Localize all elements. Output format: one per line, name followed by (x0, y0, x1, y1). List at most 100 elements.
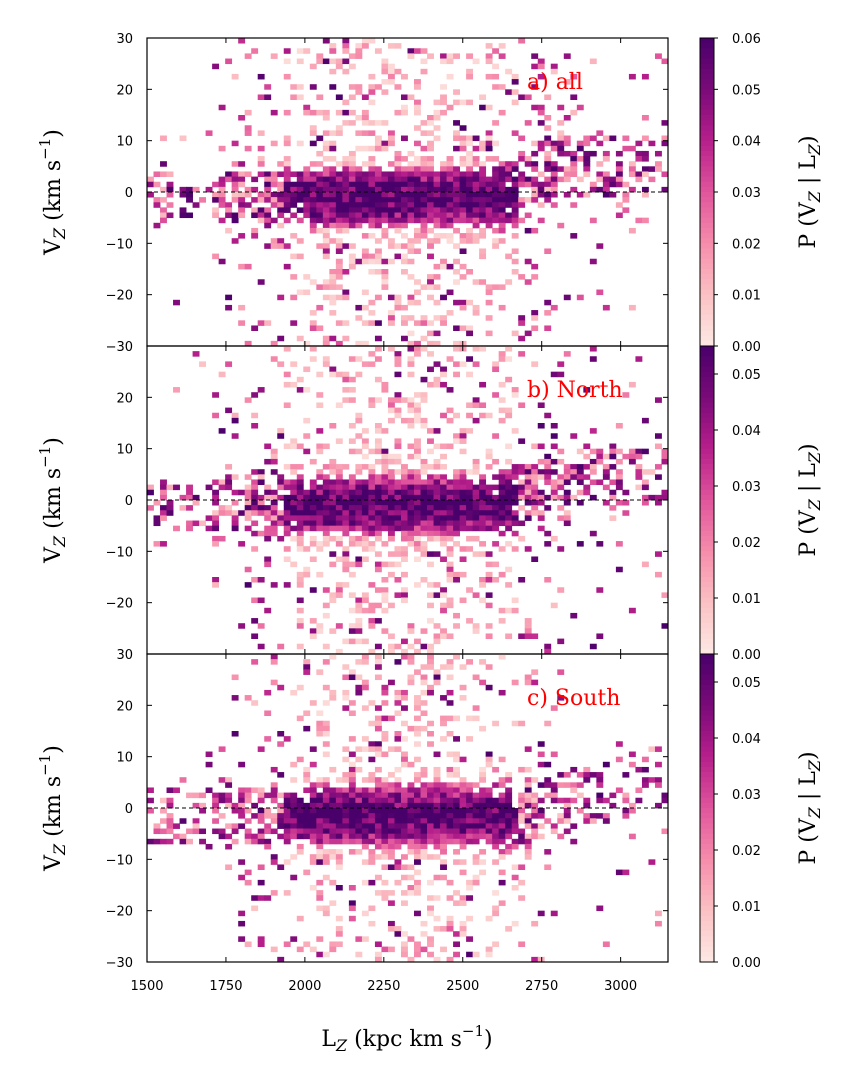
heatmap-cell (414, 479, 421, 485)
heatmap-cell (342, 695, 350, 701)
heatmap-cell (583, 135, 591, 142)
colorbar-segment (700, 869, 714, 876)
heatmap-cell (531, 474, 539, 480)
heatmap-cell (440, 212, 447, 219)
heatmap-cell (466, 808, 474, 814)
heatmap-cell (440, 84, 447, 90)
heatmap-cell (420, 782, 428, 788)
heatmap-cell (498, 879, 506, 886)
heatmap-cell (400, 484, 408, 491)
heatmap-cell (244, 787, 252, 793)
heatmap-cell (615, 166, 623, 172)
heatmap-cell (361, 607, 369, 614)
heatmap-cell (440, 808, 447, 814)
heatmap-cell (479, 381, 487, 388)
heatmap-cell (231, 181, 239, 188)
heatmap-cell (361, 217, 369, 224)
heatmap-cell (602, 484, 610, 491)
heatmap-cell (635, 156, 643, 162)
colorbar-segment (700, 710, 714, 717)
heatmap-cell (355, 469, 363, 475)
heatmap-cell (277, 294, 285, 301)
heatmap-cell (459, 176, 467, 183)
heatmap-cell (329, 310, 337, 316)
heatmap-cell (641, 186, 649, 193)
heatmap-cell (374, 84, 382, 90)
heatmap-cell (322, 489, 330, 496)
heatmap-cell (374, 238, 382, 244)
colorbar-frame (699, 653, 715, 963)
heatmap-cell (466, 68, 474, 75)
heatmap-cell (212, 515, 220, 521)
heatmap-cell (453, 145, 460, 152)
heatmap-cell (335, 263, 343, 270)
heatmap-cell (387, 402, 395, 408)
heatmap-cell (329, 145, 337, 152)
colorbar-segment (700, 222, 714, 229)
heatmap-cell (654, 150, 662, 157)
heatmap-cell (186, 484, 193, 491)
heatmap-cell (342, 772, 350, 778)
heatmap-cell (400, 530, 408, 537)
heatmap-cell (414, 438, 421, 444)
heatmap-cell (661, 171, 669, 177)
heatmap-cell (329, 171, 337, 177)
heatmap-cell (641, 500, 649, 506)
colorbar-segment (700, 618, 714, 624)
heatmap-cell (440, 258, 447, 265)
heatmap-cell (661, 797, 669, 804)
heatmap-cell (355, 48, 363, 54)
heatmap-cell (277, 643, 285, 650)
heatmap-cell (492, 494, 500, 501)
x-tick-label: 2500 (446, 979, 479, 994)
heatmap-cell (576, 792, 584, 799)
heatmap-cell (387, 571, 395, 578)
heatmap-cell (498, 854, 506, 860)
heatmap-cell (446, 233, 454, 239)
heatmap-cell (296, 443, 304, 450)
heatmap-cell (192, 351, 200, 357)
heatmap-cell (355, 525, 363, 532)
heatmap-cell (368, 546, 376, 552)
heatmap-cell (511, 864, 519, 870)
heatmap-cell (524, 479, 532, 485)
heatmap-cell (348, 797, 356, 804)
heatmap-cell (316, 833, 324, 840)
heatmap-cell (407, 423, 415, 429)
heatmap-cell (550, 443, 558, 450)
heatmap-cell (420, 161, 428, 167)
y-tick-label: 10 (116, 751, 133, 766)
heatmap-cell (387, 633, 395, 639)
heatmap-cell (446, 926, 454, 932)
heatmap-cell (466, 428, 474, 434)
heatmap-cell (570, 186, 578, 193)
heatmap-cell (277, 792, 285, 799)
heatmap-cell (446, 633, 454, 639)
heatmap-cell (518, 320, 526, 326)
heatmap-cell (199, 361, 207, 367)
heatmap-cell (446, 489, 454, 496)
heatmap-cell (290, 525, 298, 532)
heatmap-cell (440, 720, 447, 727)
heatmap-cell (485, 684, 493, 691)
heatmap-cell (505, 89, 513, 95)
heatmap-cell (550, 479, 558, 485)
heatmap-cell (368, 299, 376, 306)
heatmap-cell (251, 186, 259, 193)
heatmap-cell (459, 787, 467, 793)
heatmap-cell (270, 171, 278, 177)
heatmap-cell (400, 494, 408, 501)
heatmap-cell (329, 813, 337, 819)
heatmap-cell (355, 689, 363, 696)
heatmap-cell (264, 808, 272, 814)
heatmap-cell (570, 823, 578, 829)
heatmap-cell (290, 561, 298, 568)
heatmap-cell (355, 371, 363, 378)
heatmap-cell (511, 192, 519, 198)
heatmap-cell (654, 397, 662, 403)
heatmap-cell (615, 161, 623, 167)
heatmap-cell (186, 197, 193, 203)
heatmap-cell (433, 874, 441, 881)
heatmap-cell (381, 505, 389, 511)
heatmap-cell (505, 772, 513, 778)
